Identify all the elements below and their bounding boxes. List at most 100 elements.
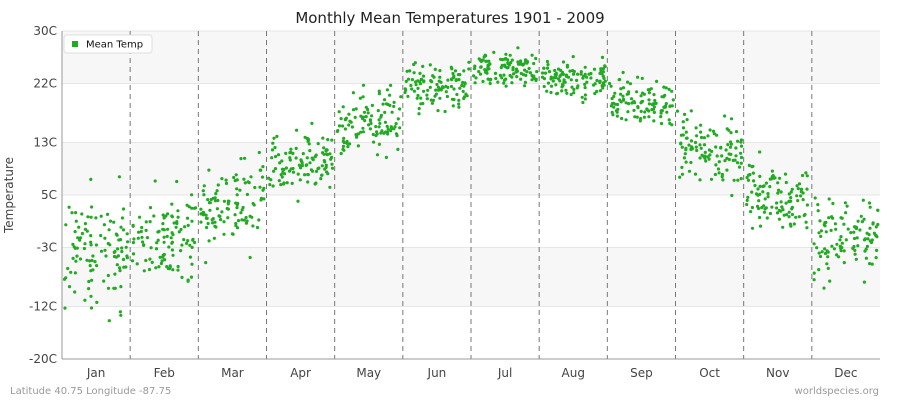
data-point xyxy=(117,175,121,179)
data-point xyxy=(465,94,469,98)
data-point xyxy=(685,118,689,122)
data-point xyxy=(868,226,872,230)
data-point xyxy=(257,150,261,155)
data-point xyxy=(446,78,450,82)
data-point xyxy=(458,86,462,90)
data-point xyxy=(776,191,780,195)
data-point xyxy=(764,206,768,210)
data-point xyxy=(274,154,278,159)
data-point xyxy=(621,94,625,98)
data-point xyxy=(130,259,135,263)
x-tick-label: Mar xyxy=(221,366,244,380)
data-point xyxy=(156,230,160,234)
data-point xyxy=(579,72,583,76)
data-point xyxy=(795,194,799,198)
data-point xyxy=(805,174,809,178)
data-point xyxy=(555,92,559,96)
data-point xyxy=(180,275,184,279)
data-point xyxy=(576,72,580,76)
data-point xyxy=(131,223,135,227)
data-point xyxy=(523,84,527,88)
data-point xyxy=(204,261,208,265)
data-point xyxy=(204,213,208,217)
data-point xyxy=(775,206,779,210)
data-point xyxy=(233,213,237,217)
data-point xyxy=(113,272,117,276)
data-point xyxy=(736,139,740,143)
data-point xyxy=(817,251,821,255)
data-point xyxy=(699,123,703,127)
data-point xyxy=(678,175,682,179)
data-point xyxy=(601,74,605,78)
data-point xyxy=(626,110,630,114)
data-point xyxy=(240,218,244,222)
data-point xyxy=(119,313,123,317)
data-point xyxy=(790,205,795,209)
data-point xyxy=(511,72,516,76)
data-point xyxy=(570,85,574,89)
data-point xyxy=(376,109,380,113)
data-point xyxy=(249,175,253,179)
data-point xyxy=(421,74,426,78)
data-point xyxy=(454,78,458,83)
data-point xyxy=(367,123,371,127)
y-tick-label: 30C xyxy=(33,24,57,38)
data-point xyxy=(571,69,575,73)
data-point xyxy=(403,90,407,95)
data-point xyxy=(859,214,863,218)
data-point xyxy=(726,143,730,147)
data-point xyxy=(639,109,643,113)
data-point xyxy=(643,110,647,114)
data-point xyxy=(758,224,763,228)
data-point xyxy=(342,148,346,152)
data-point xyxy=(152,214,156,218)
data-point xyxy=(734,154,738,158)
data-point xyxy=(739,155,744,160)
data-point xyxy=(457,78,461,82)
data-point xyxy=(185,241,189,245)
data-point xyxy=(413,61,417,65)
data-point xyxy=(779,200,783,204)
data-point xyxy=(443,109,447,114)
y-tick-label: 13C xyxy=(33,136,57,150)
data-point xyxy=(561,72,566,76)
data-point xyxy=(232,175,236,180)
data-point xyxy=(67,285,72,289)
data-point xyxy=(530,78,534,82)
data-point xyxy=(275,134,279,138)
data-point xyxy=(445,94,449,99)
data-point xyxy=(224,181,229,185)
data-point xyxy=(719,145,723,149)
data-point xyxy=(790,187,794,191)
data-point xyxy=(82,246,86,251)
data-point xyxy=(558,74,562,78)
data-point xyxy=(681,133,685,137)
data-point xyxy=(614,102,618,106)
data-point xyxy=(781,208,785,212)
data-point xyxy=(554,83,558,87)
data-point xyxy=(794,215,798,219)
data-point xyxy=(131,240,135,245)
data-point xyxy=(86,215,90,219)
data-point xyxy=(404,79,408,83)
data-point xyxy=(108,219,113,223)
data-point xyxy=(311,169,315,173)
data-point xyxy=(172,221,176,225)
data-point xyxy=(279,173,283,177)
data-point xyxy=(829,228,833,232)
data-point xyxy=(601,81,606,85)
data-point xyxy=(363,119,367,123)
data-point xyxy=(343,127,347,131)
data-point xyxy=(797,215,801,219)
data-point xyxy=(429,79,433,83)
data-point xyxy=(457,105,461,109)
data-point xyxy=(211,196,215,200)
data-point xyxy=(326,138,330,142)
data-point xyxy=(607,81,612,86)
data-point xyxy=(553,68,557,73)
data-point xyxy=(684,148,688,152)
data-point xyxy=(764,181,769,185)
data-point xyxy=(556,67,561,71)
data-point xyxy=(523,80,528,84)
y-tick-label: -3C xyxy=(37,240,57,254)
